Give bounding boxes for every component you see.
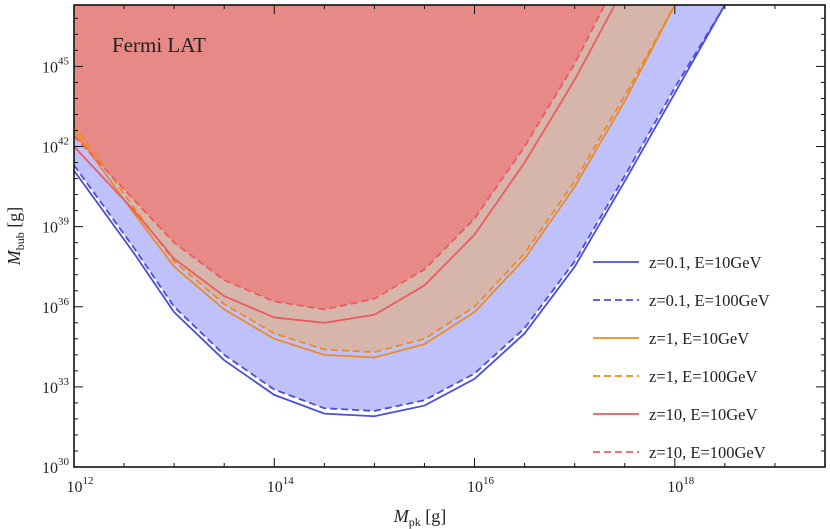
legend-label-1: z=0.1, E=100GeV — [649, 291, 770, 310]
x-tick-label-0: 1012 — [67, 475, 94, 496]
x-tick-label-3: 1018 — [667, 475, 695, 496]
legend-label-2: z=1, E=10GeV — [649, 329, 749, 348]
series-line-3 — [73, 4, 676, 354]
series-line-5 — [73, 4, 606, 311]
y-tick-label-5: 1045 — [42, 55, 70, 76]
series-lines — [73, 4, 726, 418]
legend-label-5: z=10, E=100GeV — [649, 443, 766, 462]
legend: z=0.1, E=10GeV z=0.1, E=100GeV z=1, E=10Ge… — [593, 253, 770, 462]
axis-ticks: 1012 1014 1016 1018 1030 1033 1036 1039 1042 1045 — [42, 5, 826, 496]
series-line-1 — [73, 4, 726, 412]
y-tick-label-0: 1030 — [42, 456, 70, 477]
legend-label-3: z=1, E=100GeV — [649, 367, 758, 386]
legend-label-0: z=0.1, E=10GeV — [649, 253, 762, 272]
y-tick-label-2: 1036 — [42, 296, 70, 317]
x-tick-label-2: 1016 — [467, 475, 495, 496]
y-tick-label-1: 1033 — [42, 376, 70, 397]
series-line-2 — [73, 4, 676, 359]
x-tick-label-1: 1014 — [267, 475, 295, 496]
region-z10 — [74, 5, 605, 310]
y-axis-label: Mbub [g] — [4, 207, 27, 267]
legend-label-4: z=10, E=10GeV — [649, 405, 758, 424]
x-axis-label: Mpk [g] — [393, 506, 447, 529]
series-line-0 — [73, 4, 726, 418]
y-tick-label-4: 1042 — [42, 136, 69, 157]
plot-frame — [73, 4, 826, 468]
series-line-4 — [73, 4, 616, 324]
chart-annotation: Fermi LAT — [112, 33, 206, 57]
y-tick-label-3: 1039 — [42, 216, 70, 237]
exclusion-regions — [74, 5, 725, 411]
